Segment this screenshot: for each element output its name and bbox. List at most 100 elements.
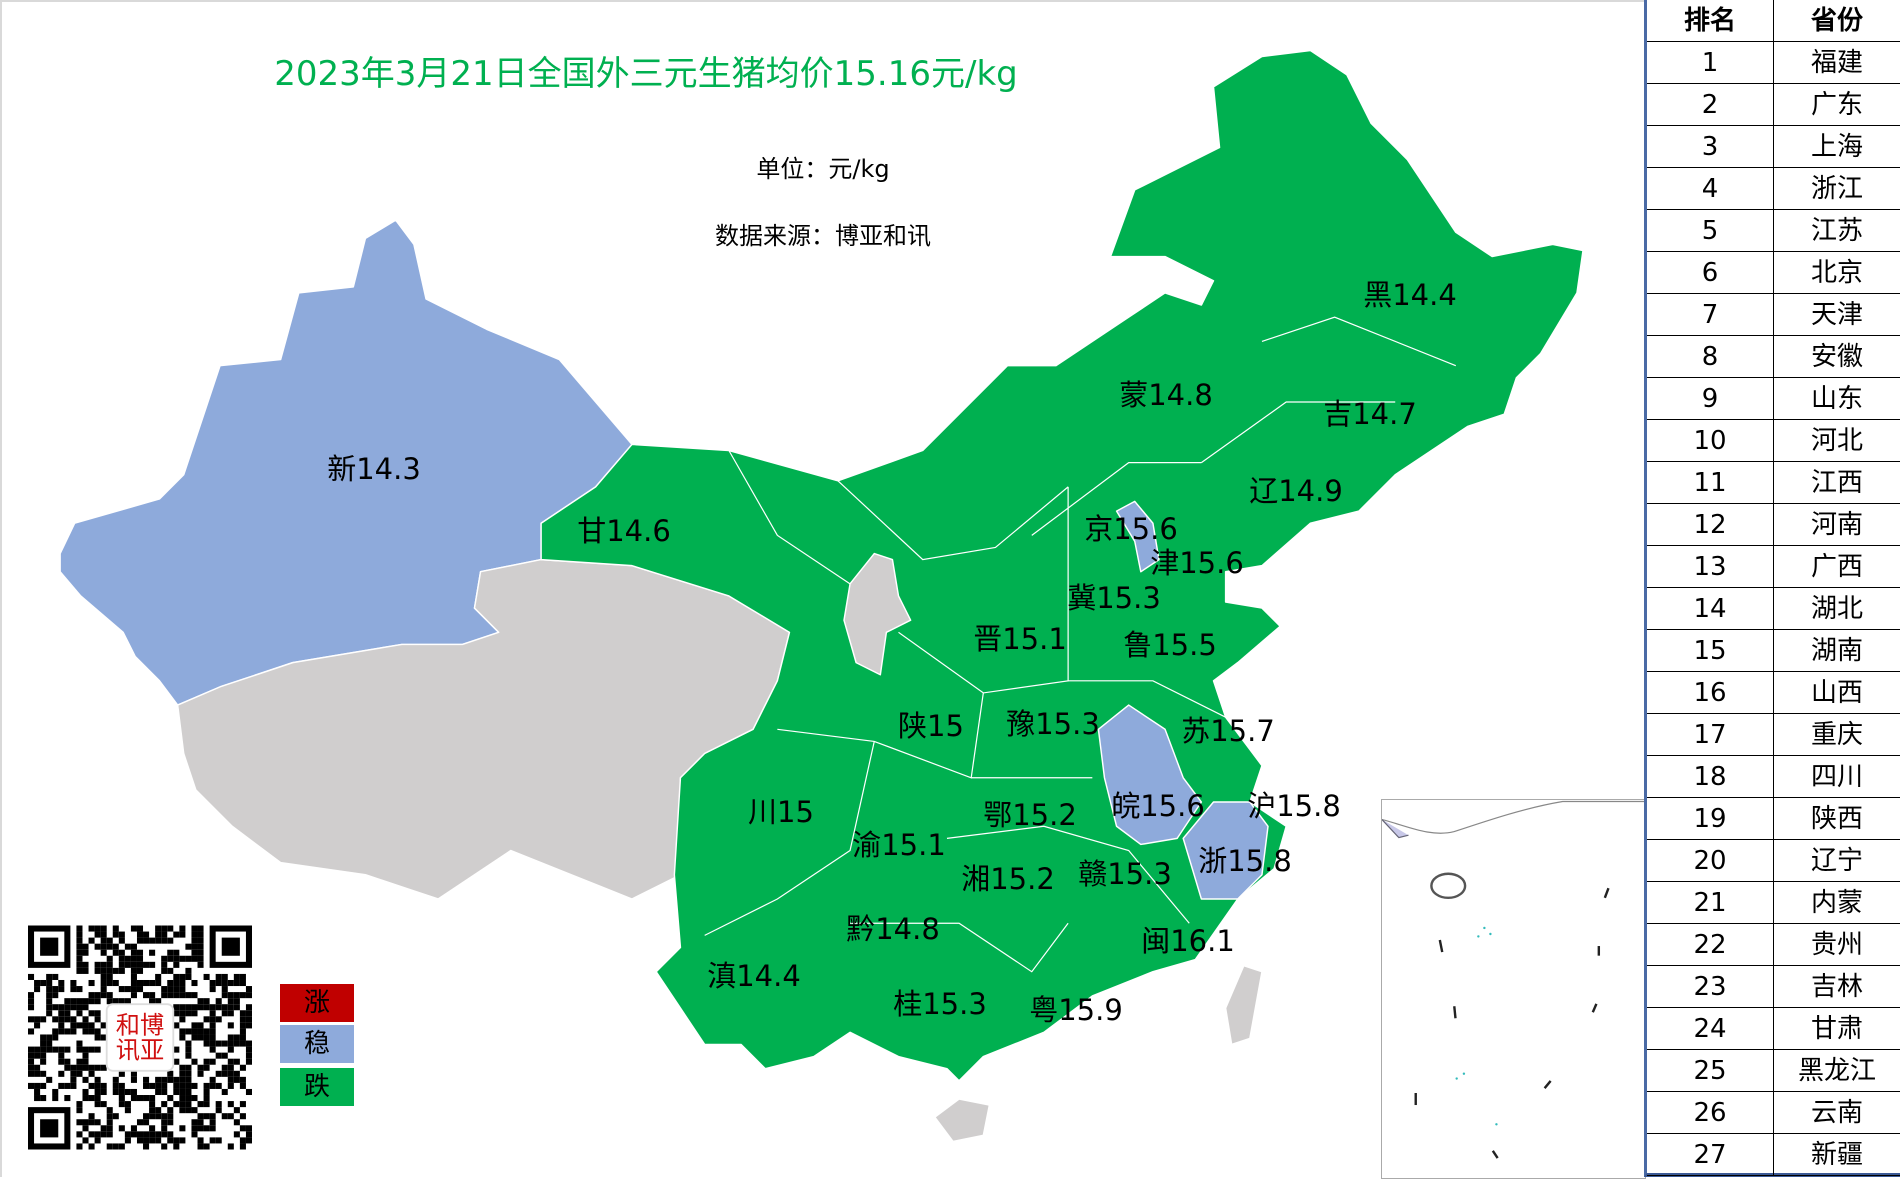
table-row: 26 云南 bbox=[1647, 1092, 1900, 1134]
table-row: 18 四川 bbox=[1647, 756, 1900, 798]
province-cell: 上海 bbox=[1810, 132, 1863, 162]
province-label: 渝15.1 bbox=[852, 828, 946, 862]
table-row: 14 湖北 bbox=[1647, 588, 1900, 630]
province-cell: 江西 bbox=[1810, 468, 1863, 498]
province-cell: 陕西 bbox=[1810, 804, 1863, 834]
price-map: 2023年3月21日全国外三元生猪均价15.16元/kg 单位：元/kg 数据来… bbox=[0, 0, 1647, 1179]
province-label: 新14.3 bbox=[327, 452, 421, 486]
rank-cell: 8 bbox=[1647, 336, 1774, 377]
province-cell: 新疆 bbox=[1810, 1140, 1863, 1170]
region-anhui bbox=[1097, 704, 1203, 846]
province-label: 黔14.8 bbox=[846, 912, 940, 946]
ranking-table: 排名 省份 1 福建 2 广东 3 上海 4 浙江 5 江苏 6 北京 7 天津 8 安徽 9 山东 10 河北 11 江… bbox=[1644, 0, 1900, 1177]
rank-cell: 3 bbox=[1647, 126, 1774, 167]
province-cell: 河北 bbox=[1810, 426, 1863, 456]
header-rank: 排名 bbox=[1647, 0, 1774, 41]
rank-cell: 12 bbox=[1647, 504, 1774, 545]
china-map-shapes bbox=[59, 49, 1584, 1143]
province-cell: 广东 bbox=[1810, 90, 1863, 120]
table-row: 5 江苏 bbox=[1647, 210, 1900, 252]
province-label: 冀15.3 bbox=[1067, 581, 1161, 615]
table-row: 6 北京 bbox=[1647, 252, 1900, 294]
province-label: 辽14.9 bbox=[1249, 474, 1343, 508]
province-label: 闽16.1 bbox=[1141, 924, 1235, 958]
province-label: 浙15.8 bbox=[1198, 844, 1292, 878]
rank-cell: 26 bbox=[1647, 1092, 1774, 1133]
rank-cell: 10 bbox=[1647, 420, 1774, 461]
province-label: 津15.6 bbox=[1150, 546, 1244, 580]
rank-cell: 9 bbox=[1647, 378, 1774, 419]
table-row: 11 江西 bbox=[1647, 462, 1900, 504]
table-row: 8 安徽 bbox=[1647, 336, 1900, 378]
table-row: 12 河南 bbox=[1647, 504, 1900, 546]
rank-cell: 23 bbox=[1647, 966, 1774, 1007]
table-row: 10 河北 bbox=[1647, 420, 1900, 462]
province-cell: 广西 bbox=[1810, 552, 1863, 582]
province-cell: 浙江 bbox=[1810, 174, 1863, 204]
legend-rise: 涨 bbox=[280, 984, 354, 1022]
rank-cell: 20 bbox=[1647, 840, 1774, 881]
rank-cell: 27 bbox=[1647, 1134, 1774, 1175]
table-row: 20 辽宁 bbox=[1647, 840, 1900, 882]
region-main-fall bbox=[540, 49, 1584, 1082]
province-borders bbox=[704, 316, 1457, 973]
province-label: 鲁15.5 bbox=[1123, 628, 1217, 662]
province-cell: 安徽 bbox=[1810, 342, 1863, 372]
region-hainan bbox=[934, 1098, 991, 1143]
province-label: 陕15 bbox=[898, 709, 964, 743]
province-cell: 贵州 bbox=[1810, 930, 1863, 960]
rank-cell: 5 bbox=[1647, 210, 1774, 251]
province-cell: 湖南 bbox=[1810, 636, 1863, 666]
rank-cell: 18 bbox=[1647, 756, 1774, 797]
province-label: 沪15.8 bbox=[1247, 789, 1341, 823]
province-label: 吉14.7 bbox=[1323, 397, 1417, 431]
source-label: 数据来源：博亚和讯 bbox=[715, 222, 931, 250]
rank-cell: 25 bbox=[1647, 1050, 1774, 1091]
rank-cell: 4 bbox=[1647, 168, 1774, 209]
rank-cell: 14 bbox=[1647, 588, 1774, 629]
legend-fall: 跌 bbox=[280, 1068, 354, 1106]
province-label: 苏15.7 bbox=[1181, 714, 1275, 748]
table-row: 21 内蒙 bbox=[1647, 882, 1900, 924]
table-row: 2 广东 bbox=[1647, 84, 1900, 126]
province-label: 川15 bbox=[748, 795, 814, 829]
table-row: 27 新疆 bbox=[1647, 1134, 1900, 1176]
rank-cell: 2 bbox=[1647, 84, 1774, 125]
map-title: 2023年3月21日全国外三元生猪均价15.16元/kg bbox=[274, 54, 1018, 94]
islands bbox=[1455, 926, 1498, 1126]
table-row: 16 山西 bbox=[1647, 672, 1900, 714]
rank-cell: 21 bbox=[1647, 882, 1774, 923]
province-cell: 天津 bbox=[1810, 300, 1863, 330]
table-row: 17 重庆 bbox=[1647, 714, 1900, 756]
province-cell: 甘肃 bbox=[1810, 1014, 1863, 1044]
table-row: 19 陕西 bbox=[1647, 798, 1900, 840]
province-cell: 山东 bbox=[1810, 384, 1863, 414]
table-row: 15 湖南 bbox=[1647, 630, 1900, 672]
table-row: 22 贵州 bbox=[1647, 924, 1900, 966]
province-label: 豫15.3 bbox=[1006, 707, 1100, 741]
region-ningxia bbox=[843, 552, 912, 676]
province-cell: 辽宁 bbox=[1810, 846, 1863, 876]
region-taiwan bbox=[1224, 964, 1263, 1046]
province-cell: 内蒙 bbox=[1810, 888, 1863, 918]
legend-stable: 稳 bbox=[280, 1025, 354, 1063]
province-cell: 山西 bbox=[1810, 678, 1863, 708]
province-cell: 江苏 bbox=[1810, 216, 1863, 246]
province-label: 赣15.3 bbox=[1078, 857, 1172, 891]
table-row: 25 黑龙江 bbox=[1647, 1050, 1900, 1092]
table-row: 13 广西 bbox=[1647, 546, 1900, 588]
province-cell: 湖北 bbox=[1810, 594, 1863, 624]
province-label: 滇14.4 bbox=[707, 959, 801, 993]
province-cell: 河南 bbox=[1810, 510, 1863, 540]
rank-cell: 22 bbox=[1647, 924, 1774, 965]
rank-cell: 15 bbox=[1647, 630, 1774, 671]
table-row: 4 浙江 bbox=[1647, 168, 1900, 210]
province-cell: 云南 bbox=[1810, 1098, 1863, 1128]
header-province: 省份 bbox=[1810, 6, 1863, 36]
svg-text:和博: 和博 bbox=[116, 1011, 164, 1039]
province-cell: 四川 bbox=[1810, 762, 1863, 792]
province-cell: 黑龙江 bbox=[1797, 1056, 1876, 1086]
province-cell: 福建 bbox=[1810, 48, 1863, 78]
rank-cell: 16 bbox=[1647, 672, 1774, 713]
